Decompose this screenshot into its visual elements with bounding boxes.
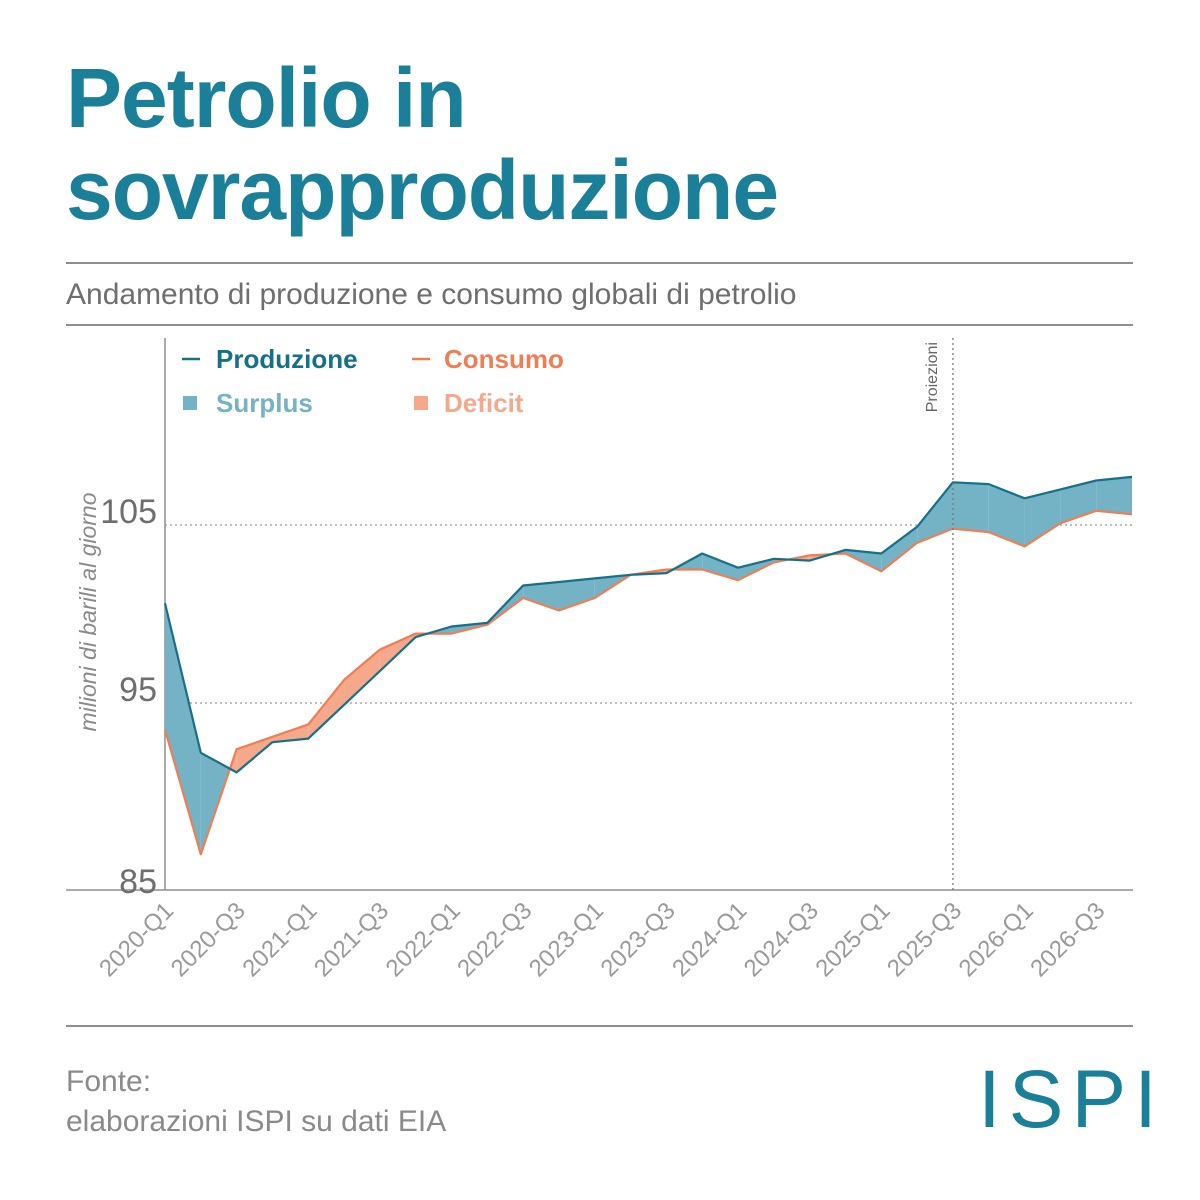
surplus-area bbox=[200, 752, 230, 855]
legend: Produzione Consumo Surplus Deficit bbox=[182, 344, 564, 418]
surplus-area bbox=[165, 603, 201, 855]
y-tick-label-105: 105 bbox=[100, 493, 157, 531]
chart-subtitle: Andamento di produzione e consumo global… bbox=[66, 278, 797, 311]
surplus-area bbox=[917, 482, 953, 543]
surplus-area bbox=[988, 484, 1025, 547]
surplus-area bbox=[1024, 489, 1061, 547]
title-line-2: sovrapproduzione bbox=[66, 143, 779, 237]
surplus-area bbox=[881, 526, 918, 572]
x-tick-label-2024-Q3: 2024-Q3 bbox=[739, 897, 824, 982]
x-tick-label-2025-Q3: 2025-Q3 bbox=[882, 897, 967, 982]
page-title: Petrolio in sovrapproduzione bbox=[66, 51, 779, 237]
x-tick-label-2020-Q1: 2020-Q1 bbox=[94, 897, 179, 982]
source-label: Fonte: bbox=[66, 1065, 152, 1098]
title-line-1: Petrolio in bbox=[66, 51, 467, 145]
surplus-area bbox=[558, 578, 595, 611]
legend-label-deficit: Deficit bbox=[444, 388, 524, 418]
x-tick-label-2022-Q3: 2022-Q3 bbox=[452, 897, 537, 982]
y-tick-label-95: 95 bbox=[119, 671, 157, 709]
surplus-area bbox=[702, 553, 739, 581]
x-tick-label-2025-Q1: 2025-Q1 bbox=[810, 897, 895, 982]
legend-swatch-deficit bbox=[414, 396, 428, 410]
x-tick-label-2026-Q1: 2026-Q1 bbox=[954, 897, 1039, 982]
legend-swatch-surplus bbox=[183, 396, 197, 410]
legend-label-produzione: Produzione bbox=[216, 344, 358, 374]
x-tick-label-2024-Q1: 2024-Q1 bbox=[667, 897, 752, 982]
y-axis-title: milioni di barili al giorno bbox=[75, 492, 101, 731]
legend-label-surplus: Surplus bbox=[216, 388, 313, 418]
series-line-consumo bbox=[163, 509, 1133, 856]
subtitle-divider bbox=[66, 324, 1133, 326]
x-tick-label-2021-Q1: 2021-Q1 bbox=[237, 897, 322, 982]
surplus-area bbox=[1096, 476, 1132, 515]
series-line-produzione bbox=[163, 475, 1133, 774]
x-tick-label-2023-Q1: 2023-Q1 bbox=[524, 897, 609, 982]
deficit-area bbox=[272, 724, 309, 743]
source-note: Fonte: elaborazioni ISPI su dati EIA bbox=[66, 1062, 446, 1142]
surplus-area bbox=[523, 581, 559, 611]
ispi-logo: ISPI bbox=[978, 1054, 1165, 1145]
x-tick-label-2022-Q1: 2022-Q1 bbox=[381, 897, 466, 982]
legend-label-consumo: Consumo bbox=[444, 344, 564, 374]
x-tick-label-2021-Q3: 2021-Q3 bbox=[309, 897, 394, 982]
bottom-divider bbox=[66, 1025, 1133, 1027]
projection-label: Proiezioni bbox=[924, 342, 941, 412]
deficit-area bbox=[308, 679, 345, 739]
surplus-area bbox=[952, 482, 989, 533]
x-tick-label-2023-Q3: 2023-Q3 bbox=[596, 897, 681, 982]
surplus-area bbox=[1060, 480, 1097, 524]
y-tick-label-85: 85 bbox=[119, 863, 157, 901]
x-tick-label-2020-Q3: 2020-Q3 bbox=[166, 897, 251, 982]
deficit-area bbox=[344, 649, 380, 705]
top-divider bbox=[66, 262, 1133, 264]
x-tick-label-2026-Q3: 2026-Q3 bbox=[1025, 897, 1110, 982]
source-text: elaborazioni ISPI su dati EIA bbox=[66, 1105, 447, 1138]
fill-areas bbox=[165, 476, 1132, 855]
